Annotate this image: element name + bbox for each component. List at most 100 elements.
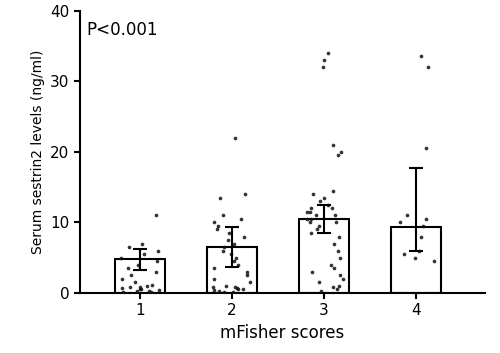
Point — [220, 213, 228, 218]
Point — [329, 188, 337, 193]
Bar — [206, 247, 257, 293]
Point — [315, 280, 323, 285]
Point — [216, 288, 224, 294]
Point — [136, 284, 144, 289]
Point — [410, 255, 418, 261]
Point — [138, 241, 146, 246]
Point — [302, 209, 310, 215]
Point — [231, 285, 239, 290]
Point — [335, 283, 343, 289]
Point — [145, 288, 153, 294]
Point — [154, 248, 162, 253]
Point — [230, 241, 238, 246]
Point — [152, 213, 160, 218]
Point — [222, 283, 230, 289]
Point — [229, 289, 237, 294]
Point — [396, 220, 404, 225]
Point — [315, 223, 323, 229]
Point — [306, 220, 314, 225]
Point — [138, 287, 145, 292]
Point — [234, 262, 242, 268]
Point — [308, 191, 316, 197]
Point — [303, 216, 311, 222]
Point — [316, 198, 324, 204]
Point — [308, 269, 316, 275]
Point — [332, 287, 340, 292]
Point — [227, 251, 235, 257]
Point — [219, 248, 227, 253]
Point — [152, 269, 160, 275]
Point — [134, 288, 141, 294]
Point — [230, 135, 238, 140]
Point — [330, 241, 338, 246]
Point — [416, 248, 424, 253]
Point — [236, 216, 244, 222]
Point — [240, 287, 248, 292]
Point — [403, 213, 411, 218]
Point — [224, 230, 232, 236]
Point — [317, 288, 325, 294]
Point — [125, 244, 133, 250]
Point — [210, 265, 218, 271]
Point — [334, 248, 342, 253]
Y-axis label: Serum sestrin2 levels (ng/ml): Serum sestrin2 levels (ng/ml) — [30, 50, 44, 254]
Point — [242, 191, 250, 197]
Text: P<0.001: P<0.001 — [86, 21, 158, 39]
Point — [118, 276, 126, 282]
Point — [320, 57, 328, 63]
Point — [143, 283, 151, 289]
Point — [330, 142, 338, 148]
Point — [307, 230, 315, 236]
Point — [335, 234, 343, 239]
Point — [220, 244, 228, 250]
Point — [326, 262, 334, 268]
Point — [422, 145, 430, 151]
Point — [131, 280, 139, 285]
Point — [134, 262, 142, 268]
Point — [242, 273, 250, 278]
Point — [340, 276, 347, 282]
Point — [127, 273, 135, 278]
Point — [320, 195, 328, 201]
Point — [307, 205, 315, 211]
Point — [430, 258, 438, 264]
Point — [332, 213, 340, 218]
Point — [422, 216, 430, 222]
Point — [220, 289, 228, 295]
Point — [240, 234, 248, 239]
Point — [216, 195, 224, 201]
Point — [214, 223, 222, 229]
Point — [148, 282, 156, 287]
Point — [417, 54, 425, 59]
Point — [312, 213, 320, 218]
Point — [210, 220, 218, 225]
Bar — [298, 219, 349, 293]
Point — [324, 202, 332, 208]
Point — [126, 285, 134, 290]
Point — [324, 50, 332, 56]
Bar — [390, 227, 442, 293]
Point — [118, 285, 126, 291]
X-axis label: mFisher scores: mFisher scores — [220, 324, 344, 342]
Point — [140, 251, 148, 257]
Point — [214, 227, 222, 232]
Point — [336, 255, 344, 261]
Point — [332, 220, 340, 225]
Point — [230, 258, 238, 264]
Point — [232, 255, 240, 261]
Point — [334, 152, 342, 158]
Point — [234, 285, 241, 291]
Point — [155, 287, 163, 293]
Point — [234, 286, 242, 292]
Point — [116, 255, 124, 261]
Point — [336, 273, 344, 278]
Point — [330, 285, 338, 290]
Point — [243, 269, 251, 275]
Point — [209, 284, 217, 289]
Point — [400, 251, 407, 257]
Point — [224, 237, 232, 243]
Point — [328, 205, 336, 211]
Point — [420, 223, 428, 229]
Point — [210, 287, 218, 293]
Point — [319, 64, 327, 70]
